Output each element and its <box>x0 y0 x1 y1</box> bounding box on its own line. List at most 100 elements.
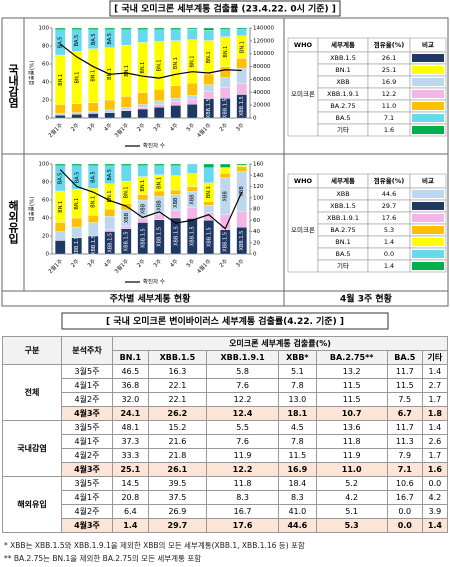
bar-segment <box>153 104 165 108</box>
cases-line <box>59 169 243 230</box>
y2-tick-label: 60000 <box>253 77 271 83</box>
segment-label: BN.1 <box>157 177 163 189</box>
data-row: 4월2주 6.4 26.9 16.7 41.0 5.1 0.0 3.9 <box>3 504 449 519</box>
data-row: 해외유입 3월5주 14.5 39.5 11.8 18.4 5.2 10.6 0.0 <box>2 476 449 533</box>
value-cell: 12.4 <box>206 406 280 421</box>
table-title: [ 국내 오미크론 변이바이러스 세부계통 검출률(4.22. 기준) ] <box>106 315 344 327</box>
color-swatch <box>412 102 444 110</box>
week-cell: 4월3주 <box>61 462 113 477</box>
bar-segment <box>120 107 132 111</box>
y-tick-label: 80 <box>42 180 49 186</box>
y-tick-label: 40 <box>42 80 49 86</box>
bar-segment <box>236 58 248 69</box>
value-cell: 11.5 <box>278 448 317 463</box>
value-cell: 8.3 <box>206 490 280 505</box>
cases-line <box>59 43 242 79</box>
y-tick-label: 100 <box>39 162 50 168</box>
value-cell: 5.8 <box>206 364 280 379</box>
x-tick-label: 2월1주 <box>46 257 64 275</box>
segment-label: BN.1 <box>223 46 229 58</box>
color-swatch <box>412 66 444 74</box>
bar-segment <box>137 165 149 177</box>
value-cell: 13.0 <box>278 392 317 407</box>
segment-label: BA.5 <box>74 35 80 47</box>
segment-label: BN.1 <box>157 59 163 71</box>
bar-segment <box>186 173 198 187</box>
value-cell: 11.5 <box>386 378 423 393</box>
bar-segment <box>87 222 99 237</box>
y-tick-label: 60 <box>42 62 49 68</box>
bar-segment <box>186 104 198 119</box>
value-cell: 29.7 <box>147 518 208 533</box>
x-tick-label: 4주 <box>169 122 180 133</box>
color-swatch <box>412 238 444 246</box>
y2-tick-label: 100 <box>253 195 264 201</box>
bar-segment <box>120 225 132 229</box>
value-cell: 0.0 <box>421 476 449 491</box>
footnote: ** BA.2.75는 BN.1을 제외한 BA.2.75의 모든 세부계통 포… <box>4 554 202 563</box>
week-cell: 4월1주 <box>61 490 113 505</box>
bar-segment <box>137 27 149 30</box>
segment-label: XBB.1.5 <box>140 228 146 248</box>
bar-segment <box>236 165 248 167</box>
x-tick-label: 2월1주 <box>46 121 64 139</box>
value-cell: 14.5 <box>112 476 149 491</box>
bar-segment <box>219 173 231 179</box>
value-cell: 20.8 <box>112 490 149 505</box>
segment-label: BA.5 <box>74 172 80 184</box>
bar-segment <box>170 105 182 119</box>
bar-segment <box>219 77 231 88</box>
bar-segment <box>236 163 248 166</box>
segment-label: BN.1 <box>107 190 113 202</box>
bar-segment <box>104 163 116 166</box>
bar-segment <box>87 111 99 114</box>
y-tick-label: 40 <box>42 216 49 222</box>
bar-segment <box>137 92 149 105</box>
y2-tick-label: 140 <box>253 173 264 179</box>
header-text: 점유율(%) <box>374 176 404 185</box>
x-tick-label: 2주 <box>136 258 147 269</box>
week-cell: 4월2주 <box>61 504 113 519</box>
value-cell: 7.8 <box>278 378 317 393</box>
value-cell: 7.9 <box>386 448 423 463</box>
bar-segment <box>170 165 182 176</box>
value-cell: 1.4 <box>421 364 449 379</box>
segment-label: BA.5 <box>107 33 113 45</box>
value-cell: 18.4 <box>278 476 317 491</box>
value-cell: 7.5 <box>386 392 423 407</box>
segment-label: XBB.1.5 <box>173 226 179 246</box>
segment-label: XBB <box>173 197 179 208</box>
x-tick-label: 3주 <box>152 122 163 133</box>
bar-segment <box>170 175 182 191</box>
bar-segment <box>104 208 116 217</box>
lineage-name: BN.1 <box>335 238 351 246</box>
y-tick-label: 20 <box>42 98 49 104</box>
x-tick-label: 4월1주 <box>195 121 213 139</box>
who-cell <box>287 187 319 273</box>
who-text: 오미크론 <box>291 225 315 234</box>
bar-segment <box>54 163 66 166</box>
color-swatch <box>412 78 444 86</box>
bar-segment <box>203 167 215 183</box>
bar-segment <box>87 215 99 223</box>
value-cell: 0.0 <box>386 504 423 519</box>
segment-label: BN.1 <box>140 180 146 192</box>
y-tick-label: 20 <box>42 234 49 240</box>
value-cell: 21.8 <box>147 448 208 463</box>
bar-segment <box>170 85 182 99</box>
bar-segment <box>203 205 215 213</box>
segment-label: XBB.1.5 <box>91 235 97 255</box>
x-tick-label: 3주 <box>86 122 97 133</box>
segment-label: XBB.1.5 <box>124 231 130 251</box>
value-cell: 22.1 <box>147 392 208 407</box>
bar-segment <box>203 84 215 92</box>
y-tick-label: 60 <box>42 198 49 204</box>
header-text: 세부계통 <box>331 40 355 49</box>
value-cell: 7.6 <box>206 434 280 449</box>
value-cell: 48.1 <box>112 420 149 435</box>
segment-label: BA.5 <box>58 173 64 185</box>
y-tick-label: 0 <box>46 252 50 258</box>
data-row: 4월3주 24.1 26.2 12.4 18.1 10.7 6.7 1.8 <box>3 406 449 421</box>
caption: 주차별 세부계통 현황 <box>110 293 192 305</box>
header-text: WHO <box>294 41 313 49</box>
